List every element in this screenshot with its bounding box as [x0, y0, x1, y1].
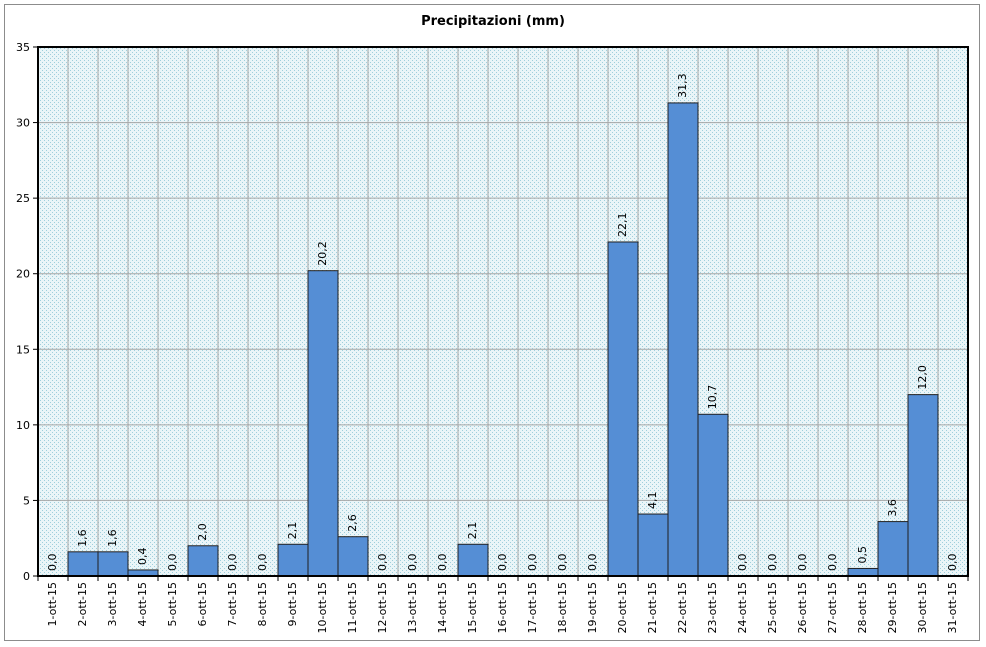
bar — [877, 521, 909, 577]
x-tick-label: 20-ott-15 — [616, 582, 629, 634]
x-tick-label: 23-ott-15 — [706, 582, 719, 634]
x-tick-label: 4-ott-15 — [136, 582, 149, 627]
data-label: 0,5 — [856, 546, 869, 564]
data-label: 0,0 — [556, 554, 569, 572]
x-tick-label: 14-ott-15 — [436, 582, 449, 634]
y-tick-label: 20 — [16, 268, 30, 281]
data-label: 10,7 — [706, 385, 719, 410]
bar — [847, 567, 879, 577]
data-label: 0,0 — [826, 554, 839, 572]
data-label: 0,0 — [526, 554, 539, 572]
data-label: 2,1 — [466, 522, 479, 540]
data-label: 2,1 — [286, 522, 299, 540]
data-labels: 0,0 1,6 1,6 0,4 0,0 2,0 0,0 0,0 2,1 20,2 2,6 0,0 0,0… — [46, 73, 959, 571]
bar — [67, 551, 99, 577]
data-label: 0,0 — [376, 554, 389, 572]
data-label: 0,0 — [226, 554, 239, 572]
x-tick-label: 19-ott-15 — [586, 582, 599, 634]
data-label: 0,0 — [166, 554, 179, 572]
y-tick-label: 0 — [23, 570, 30, 583]
bar — [637, 513, 669, 577]
chart-title: Precipitazioni (mm) — [421, 14, 565, 29]
data-label: 31,3 — [676, 73, 689, 98]
bar — [97, 551, 129, 577]
data-label: 0,0 — [586, 554, 599, 572]
data-label: 0,0 — [436, 554, 449, 572]
x-tick-label: 16-ott-15 — [496, 582, 509, 634]
x-tick-label: 30-ott-15 — [916, 582, 929, 634]
x-tick-label: 2-ott-15 — [76, 582, 89, 627]
x-tick-label: 15-ott-15 — [466, 582, 479, 634]
x-tick-label: 5-ott-15 — [166, 582, 179, 627]
data-label: 0,0 — [766, 554, 779, 572]
bar — [697, 413, 729, 577]
x-tick-label: 31-ott-15 — [946, 582, 959, 634]
x-tick-label: 28-ott-15 — [856, 582, 869, 634]
x-tick-label: 10-ott-15 — [316, 582, 329, 634]
x-tick-label: 21-ott-15 — [646, 582, 659, 634]
x-tick-label: 1-ott-15 — [46, 582, 59, 627]
bar — [607, 241, 639, 577]
x-tick-label: 25-ott-15 — [766, 582, 779, 634]
plot-border — [37, 46, 969, 577]
data-label: 1,6 — [76, 529, 89, 547]
data-label: 0,0 — [46, 554, 59, 572]
bars — [67, 102, 939, 577]
bar — [307, 270, 339, 577]
bar — [667, 102, 699, 577]
data-label: 0,0 — [946, 554, 959, 572]
x-tick-label: 6-ott-15 — [196, 582, 209, 627]
data-label: 0,0 — [496, 554, 509, 572]
bar — [187, 545, 219, 577]
x-tick-label: 7-ott-15 — [226, 582, 239, 627]
data-label: 3,6 — [886, 499, 899, 517]
x-tick-label: 27-ott-15 — [826, 582, 839, 634]
data-label: 22,1 — [616, 212, 629, 237]
data-label: 1,6 — [106, 529, 119, 547]
bar — [907, 394, 939, 577]
x-tick-label: 12-ott-15 — [376, 582, 389, 634]
data-label: 0,0 — [406, 554, 419, 572]
x-tick-label: 18-ott-15 — [556, 582, 569, 634]
data-label: 0,0 — [796, 554, 809, 572]
data-label: 20,2 — [316, 241, 329, 266]
y-tick-label: 10 — [16, 419, 30, 432]
data-label: 0,0 — [736, 554, 749, 572]
x-tick-label: 11-ott-15 — [346, 582, 359, 634]
data-label: 12,0 — [916, 365, 929, 390]
bar — [337, 536, 369, 577]
y-tick-label: 15 — [16, 343, 30, 356]
bar — [277, 543, 309, 577]
bar — [457, 543, 489, 577]
data-label: 4,1 — [646, 492, 659, 510]
gridlines — [38, 47, 968, 576]
x-tick-label: 3-ott-15 — [106, 582, 119, 627]
data-label: 2,6 — [346, 514, 359, 532]
x-tick-label: 8-ott-15 — [256, 582, 269, 627]
axes: 0 5 10 15 20 25 30 35 1-ott-15 2-ott-15 3-ott-15 4-… — [16, 41, 969, 634]
x-tick-label: 29-ott-15 — [886, 582, 899, 634]
y-tick-label: 35 — [16, 41, 30, 54]
x-tick-label: 26-ott-15 — [796, 582, 809, 634]
data-label: 2,0 — [196, 523, 209, 541]
y-tick-label: 30 — [16, 117, 30, 130]
plot-area — [38, 47, 968, 576]
x-tick-label: 22-ott-15 — [676, 582, 689, 634]
data-label: 0,0 — [256, 554, 269, 572]
data-label: 0,4 — [136, 547, 149, 565]
x-tick-label: 9-ott-15 — [286, 582, 299, 627]
y-tick-label: 5 — [23, 494, 30, 507]
x-tick-label: 24-ott-15 — [736, 582, 749, 634]
x-tick-label: 17-ott-15 — [526, 582, 539, 634]
y-tick-label: 25 — [16, 192, 30, 205]
x-tick-label: 13-ott-15 — [406, 582, 419, 634]
